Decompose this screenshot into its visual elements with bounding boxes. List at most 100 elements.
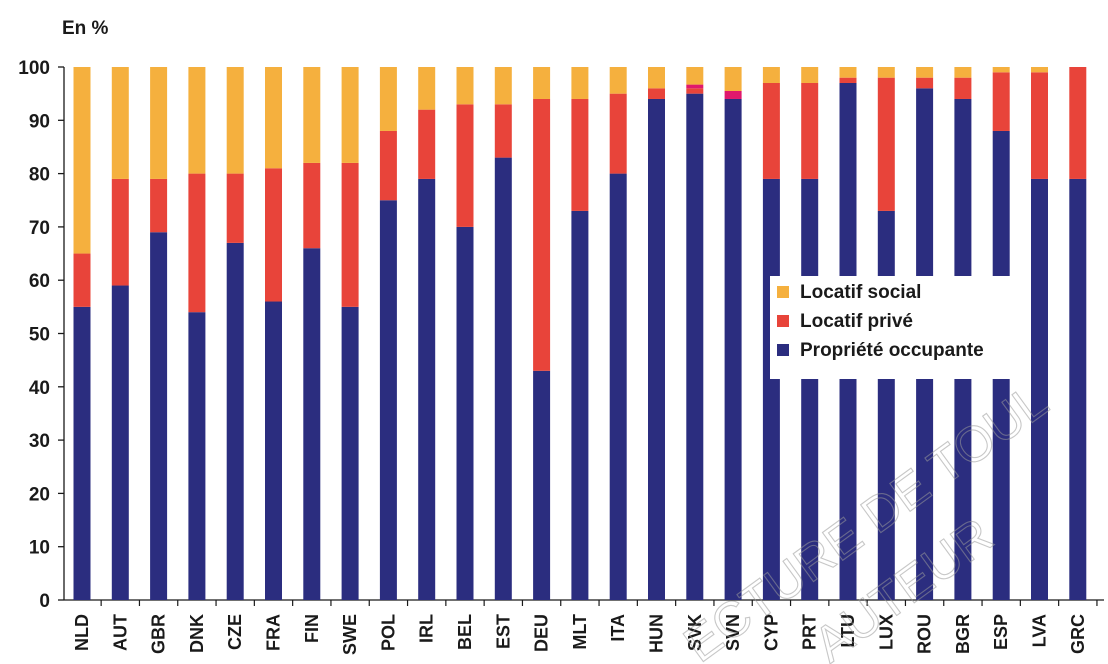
bar-segment bbox=[341, 162, 359, 307]
bar-segment bbox=[648, 88, 665, 99]
legend-label: Propriété occupante bbox=[800, 340, 984, 361]
bar-segment bbox=[762, 67, 780, 83]
bar-segment bbox=[265, 168, 282, 302]
x-tick-label: BGR bbox=[953, 614, 973, 654]
bar-segment bbox=[992, 72, 1010, 131]
bar-segment bbox=[188, 312, 206, 600]
bar-segment bbox=[265, 301, 282, 600]
bar-segment bbox=[379, 200, 397, 600]
bar-segment bbox=[571, 210, 589, 600]
legend-background bbox=[770, 276, 1028, 379]
x-tick-label: BEL bbox=[455, 614, 475, 650]
bar-segment bbox=[762, 178, 780, 600]
bar-segment bbox=[418, 178, 436, 600]
bar-segment bbox=[686, 93, 704, 601]
x-tick-label: MLT bbox=[570, 614, 590, 650]
bar-segment bbox=[111, 67, 129, 179]
unit-label: En % bbox=[62, 18, 109, 39]
y-tick-label: 90 bbox=[29, 111, 50, 132]
x-tick-label: IRL bbox=[417, 614, 437, 643]
bar-segment bbox=[303, 162, 321, 249]
bar-segment bbox=[418, 109, 436, 179]
bar-segment bbox=[1031, 67, 1048, 73]
bar-segment bbox=[724, 90, 742, 99]
bar-segment bbox=[150, 67, 168, 179]
bar-segment bbox=[724, 98, 742, 600]
y-tick-label: 50 bbox=[29, 325, 50, 346]
y-tick-label: 30 bbox=[29, 431, 50, 452]
bar-segment bbox=[571, 98, 589, 211]
bar-segment bbox=[839, 67, 857, 78]
bar-segment bbox=[954, 67, 972, 78]
x-tick-label: NLD bbox=[72, 614, 92, 651]
bar-segment bbox=[226, 67, 244, 174]
bar-segment bbox=[533, 370, 551, 600]
bar-segment bbox=[916, 77, 934, 89]
legend-swatch bbox=[777, 344, 789, 356]
bar-segment bbox=[265, 67, 282, 169]
legend: Locatif social Locatif privé Propriété occ… bbox=[770, 276, 1028, 379]
x-tick-label: FRA bbox=[264, 614, 284, 651]
bar-segment bbox=[111, 178, 129, 286]
bar-segment bbox=[686, 88, 704, 94]
x-tick-label: GRC bbox=[1068, 614, 1088, 654]
x-tick-label: LUX bbox=[876, 614, 896, 650]
bar-segment bbox=[73, 306, 91, 600]
bar-segment bbox=[533, 98, 551, 371]
bar-segment bbox=[1031, 72, 1048, 179]
y-tick-label: 0 bbox=[39, 591, 50, 612]
bar-segment bbox=[609, 67, 627, 94]
x-tick-label: CYP bbox=[761, 614, 781, 651]
bar-segment bbox=[648, 98, 665, 600]
bar-segment bbox=[456, 226, 474, 600]
legend-label: Locatif privé bbox=[800, 311, 913, 332]
x-tick-label: CZE bbox=[225, 614, 245, 650]
x-tick-label: LVA bbox=[1030, 614, 1050, 647]
x-tick-label: DEU bbox=[532, 614, 552, 652]
bar-segment bbox=[188, 67, 206, 174]
x-tick-label: HUN bbox=[647, 614, 667, 653]
bar-segment bbox=[724, 67, 742, 91]
bar-segment bbox=[150, 232, 168, 601]
bar-segment bbox=[1069, 178, 1087, 600]
legend-label: Locatif social bbox=[800, 282, 921, 303]
bar-segment bbox=[801, 82, 819, 179]
bar-segment bbox=[303, 248, 321, 600]
bar-segment bbox=[686, 84, 704, 89]
bar-segment bbox=[418, 67, 436, 110]
x-tick-label: FIN bbox=[302, 614, 322, 643]
legend-swatch bbox=[777, 315, 789, 327]
bar-segment bbox=[1069, 67, 1087, 179]
bar-segment bbox=[111, 285, 129, 600]
bar-segment bbox=[73, 253, 91, 307]
bar-segment bbox=[188, 173, 206, 313]
x-tick-label: ROU bbox=[915, 614, 935, 654]
bar-segment bbox=[533, 67, 551, 99]
x-tick-label: AUT bbox=[110, 614, 130, 651]
bar-segment bbox=[571, 67, 589, 99]
y-tick-label: 60 bbox=[29, 271, 50, 292]
bar-segment bbox=[456, 67, 474, 105]
x-tick-label: LTU bbox=[838, 614, 858, 648]
bar-segment bbox=[150, 178, 168, 233]
bar-segment bbox=[226, 242, 244, 600]
bar-segment bbox=[341, 306, 359, 600]
x-axis-labels: NLD AUT GBR DNK CZE FRA FIN SWE POL IRL BEL EST DEU M… bbox=[72, 600, 1098, 655]
bar-segment bbox=[954, 77, 972, 99]
y-tick-label: 20 bbox=[29, 484, 50, 505]
x-tick-label: DNK bbox=[187, 614, 207, 653]
x-tick-label: GBR bbox=[149, 614, 169, 654]
bar-segment bbox=[992, 67, 1010, 73]
bar-segment bbox=[456, 104, 474, 227]
bar-segment bbox=[1031, 178, 1048, 600]
y-tick-label: 10 bbox=[29, 538, 50, 559]
y-tick-label: 100 bbox=[18, 58, 50, 79]
y-tick-label: 80 bbox=[29, 165, 50, 186]
bar-segment bbox=[341, 67, 359, 163]
bar-segment bbox=[609, 173, 627, 600]
x-tick-label: PRT bbox=[800, 614, 820, 650]
bar-segment bbox=[226, 173, 244, 243]
x-tick-label: SWE bbox=[340, 614, 360, 655]
bar-segment bbox=[494, 157, 512, 601]
